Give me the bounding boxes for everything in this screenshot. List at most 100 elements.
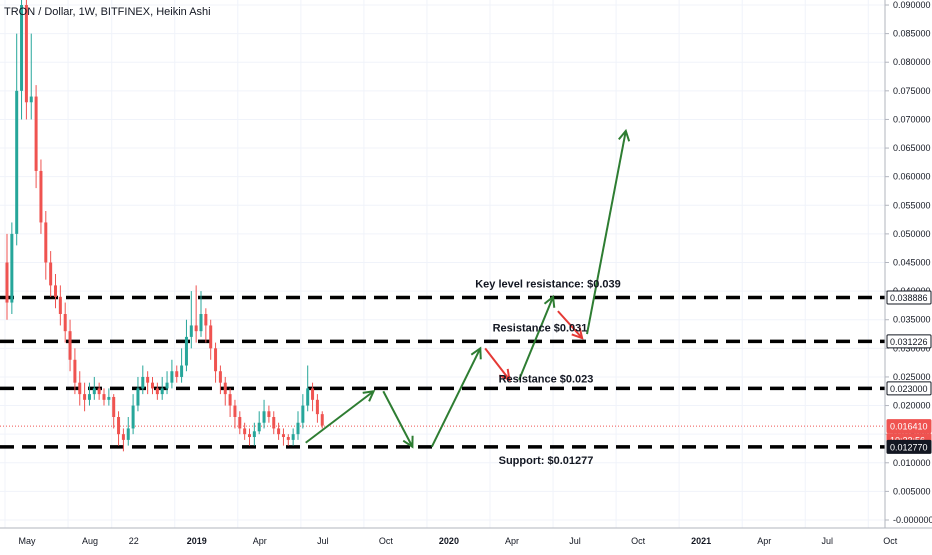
x-tick-label: 2021 [691,536,711,546]
arrow-shaft [305,390,375,444]
candle-body [281,434,285,438]
candle-body [267,411,271,417]
candle-body [286,437,290,440]
candles [5,0,324,452]
candle-body [315,399,319,415]
arrow-shaft [586,130,627,335]
y-tick-label: 0.050000 [893,229,931,239]
x-tick-label: 2020 [439,536,459,546]
candle-body [5,262,9,303]
price-label-box [886,334,932,349]
candle-body [223,382,227,395]
candle-body [257,422,261,432]
y-tick-label: -0.000000 [893,515,932,525]
x-tick-label: Apr [757,536,771,546]
candle-body [301,405,305,423]
y-tick-label: 0.060000 [893,172,931,182]
price-label-box [886,381,932,396]
candle-body [20,5,24,91]
candle-body [121,434,125,440]
x-tick-label: 2019 [187,536,207,546]
grid [0,0,885,528]
x-tick-label: Apr [505,536,519,546]
x-tick-label: Oct [883,536,898,546]
candle-body [146,376,150,383]
candle-body [141,376,145,389]
candle-body [112,396,116,417]
price-label: 0.031226 [890,337,928,347]
chart-title: TRON / Dollar, 1W, BITFINEX, Heikin Ashi [4,6,211,18]
y-tick-label: 0.020000 [893,401,931,411]
level-annotation: Resistance $0.023 [499,373,594,385]
arrow-head [543,294,556,308]
price-label-box [886,419,932,434]
candle-body [291,434,295,440]
candle-body [58,296,62,314]
x-tick-label: 22 [129,536,139,546]
candle-body [170,371,174,383]
y-tick-label: 0.005000 [893,486,931,496]
candle-body [83,394,87,400]
arrow-shaft [484,347,511,381]
candle-body [204,314,208,326]
arrow-shaft [382,390,414,448]
arrow-shaft [430,347,482,448]
arrow-head [362,389,376,402]
candle-body [131,405,135,429]
price-label: 0.023000 [890,384,928,394]
candle-body [214,348,218,372]
candle-body [73,359,77,383]
candle-body [151,382,154,389]
y-tick-label: 0.085000 [893,29,931,39]
candle-body [306,388,310,406]
candle-body [199,314,203,332]
y-tick-label: 0.030000 [893,343,931,353]
price-labels: 0.0388860.0312260.0230000.01641010:23:56… [886,290,932,454]
price-label: 0.038886 [890,293,928,303]
candle-body [102,394,106,400]
candle-body [97,388,101,395]
candle-body [15,90,19,234]
candle-body [44,222,48,263]
candle-body [87,394,91,400]
y-tick-label: 0.080000 [893,57,931,67]
price-label-box [886,439,932,454]
candle-body [160,388,164,395]
candle-body [311,388,315,400]
y-tick-label: 0.090000 [893,0,931,10]
candle-body [117,417,121,435]
arrow-head [402,435,414,449]
candle-body [238,417,242,429]
y-tick-label: 0.075000 [893,86,931,96]
candle-body [262,411,266,423]
candle-body [189,325,193,337]
y-tick-label: 0.055000 [893,200,931,210]
x-tick-label: Apr [253,536,267,546]
arrow-head [571,327,584,340]
candle-body [248,434,251,438]
candle-body [107,396,111,400]
x-axis: May Aug 22 2019 Apr Jul Oct 2020 Apr Jul Oct 2021 Ap… [0,527,932,546]
candle-body [155,388,159,395]
x-tick-label: Oct [631,536,646,546]
y-tick-label: 0.010000 [893,458,931,468]
candle-body [243,428,247,435]
candle-body [10,233,14,303]
candle-body [296,422,300,435]
candle-body [209,325,213,349]
y-tick-label: 0.070000 [893,114,931,124]
candle-body [54,285,57,297]
candle-body [29,96,33,103]
candle-body [277,428,281,435]
x-tick-label: Aug [82,536,98,546]
x-tick-label: Oct [379,536,394,546]
x-tick-label: Jul [317,536,329,546]
candle-body [68,331,72,360]
arrows [305,128,631,449]
candle-body [24,5,28,103]
price-label: 0.012770 [890,442,928,452]
candle-body [218,371,222,383]
candle-body [184,336,188,366]
x-tick-label: May [18,536,36,546]
